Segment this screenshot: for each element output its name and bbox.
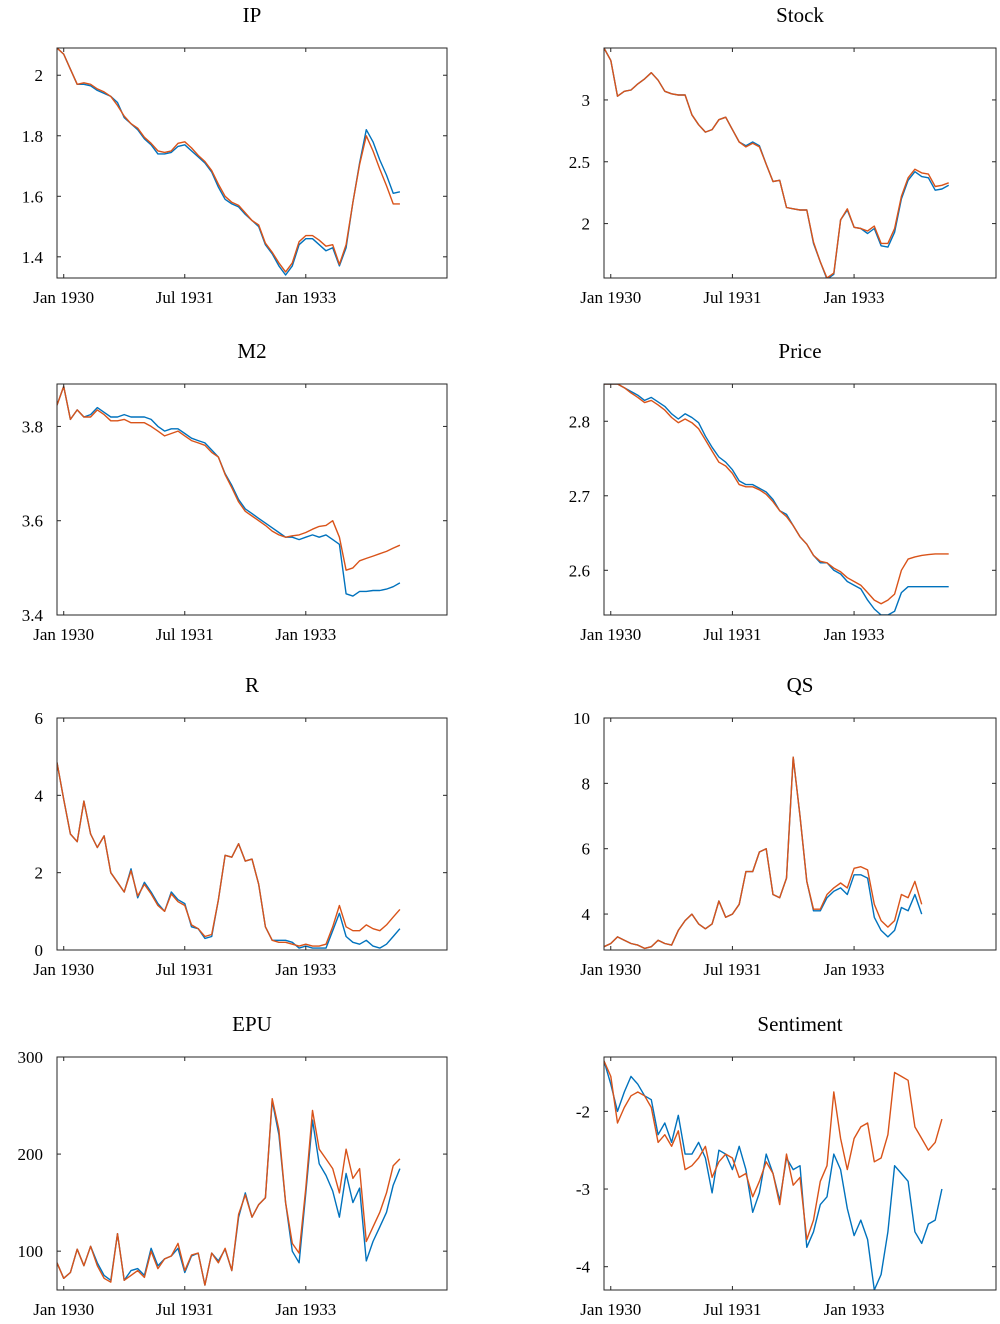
- x-tick-label: Jul 1931: [156, 288, 214, 307]
- x-tick-label: Jul 1931: [703, 1300, 761, 1319]
- series-line-1: [57, 762, 401, 949]
- y-tick-label: 3.4: [22, 606, 44, 625]
- chart-title: EPU: [232, 1012, 272, 1036]
- series-line-2: [604, 384, 949, 605]
- axes-box: [56, 383, 448, 616]
- series-line-2: [604, 756, 923, 950]
- axes-box: [56, 717, 448, 951]
- chart-panel-1: Stock 2 2.5 3 Jan 1930 Jul 1931 Jan 1933: [569, 3, 997, 307]
- axes-box: [603, 47, 997, 279]
- series-line-1: [604, 384, 949, 615]
- x-tick-label: Jan 1930: [33, 1300, 94, 1319]
- x-tick-label: Jan 1930: [33, 960, 94, 979]
- series-line-2: [57, 762, 401, 947]
- y-tick-label: 4: [35, 786, 44, 805]
- x-tick-label: Jul 1931: [703, 960, 761, 979]
- y-tick-label: 2: [35, 864, 44, 883]
- y-tick-label: 1.6: [22, 187, 43, 206]
- x-tick-label: Jul 1931: [703, 625, 761, 644]
- y-tick-label: 2.5: [569, 153, 590, 172]
- y-tick-label: 1.4: [22, 248, 44, 267]
- x-tick-label: Jan 1933: [824, 625, 885, 644]
- y-tick-label: 1.8: [22, 127, 43, 146]
- x-tick-label: Jan 1933: [824, 288, 885, 307]
- y-tick-label: 4: [582, 905, 591, 924]
- axes-box: [603, 1056, 997, 1291]
- x-tick-label: Jan 1933: [275, 288, 336, 307]
- axes-box: [603, 383, 997, 616]
- chart-panel-4: R 0 2 4 6 Jan 1930 Jul 1931 Jan 1933: [33, 673, 448, 979]
- y-tick-label: 100: [18, 1242, 44, 1261]
- x-tick-label: Jan 1933: [824, 1300, 885, 1319]
- y-tick-label: -4: [576, 1258, 591, 1277]
- chart-title: IP: [243, 3, 262, 27]
- axes-box: [56, 47, 448, 279]
- y-tick-label: 6: [582, 840, 591, 859]
- y-tick-label: 3.6: [22, 512, 43, 531]
- y-tick-label: 10: [573, 709, 590, 728]
- x-tick-label: Jan 1933: [275, 960, 336, 979]
- y-tick-label: 0: [35, 941, 44, 960]
- x-tick-label: Jan 1930: [33, 625, 94, 644]
- axes-box: [603, 717, 997, 951]
- y-tick-label: 3.8: [22, 417, 43, 436]
- axes-box: [56, 1056, 448, 1291]
- y-tick-label: -3: [576, 1180, 590, 1199]
- series-line-2: [57, 48, 400, 273]
- chart-title: M2: [237, 339, 266, 363]
- y-tick-label: 6: [35, 709, 44, 728]
- y-tick-label: 200: [18, 1145, 44, 1164]
- y-tick-label: 2.8: [569, 412, 590, 431]
- chart-panel-3: Price 2.6 2.7 2.8 Jan 1930 Jul 1931 Jan 1933: [569, 339, 997, 644]
- x-tick-label: Jan 1930: [580, 288, 641, 307]
- series-line-2: [57, 385, 401, 571]
- y-tick-label: 2.7: [569, 487, 591, 506]
- x-tick-label: Jan 1933: [275, 625, 336, 644]
- chart-panel-2: M2 3.4 3.6 3.8 Jan 1930 Jul 1931 Jan 1933: [22, 339, 448, 644]
- chart-title: Price: [778, 339, 821, 363]
- y-tick-label: 2: [582, 215, 591, 234]
- series-line-2: [604, 48, 949, 278]
- y-tick-label: 300: [18, 1048, 44, 1067]
- chart-title: R: [245, 673, 259, 697]
- chart-panel-6: EPU 100 200 300 Jan 1930 Jul 1931 Jan 1933: [18, 1012, 448, 1319]
- x-tick-label: Jul 1931: [703, 288, 761, 307]
- x-tick-label: Jul 1931: [156, 960, 214, 979]
- y-tick-label: 2: [35, 66, 44, 85]
- y-tick-label: 8: [582, 774, 591, 793]
- chart-panel-5: QS 4 6 8 10 Jan 1930 Jul 1931 Jan 1933: [573, 673, 997, 979]
- y-tick-label: 3: [582, 91, 591, 110]
- series-line-1: [57, 385, 401, 597]
- x-tick-label: Jan 1933: [275, 1300, 336, 1319]
- x-tick-label: Jul 1931: [156, 625, 214, 644]
- y-tick-label: 2.6: [569, 561, 590, 580]
- y-tick-label: -2: [576, 1102, 590, 1121]
- series-line-1: [57, 48, 401, 276]
- x-tick-label: Jan 1930: [580, 1300, 641, 1319]
- series-line-2: [57, 1097, 401, 1286]
- series-line-1: [604, 756, 923, 950]
- chart-panel-0: IP 1.4 1.6 1.8 2 Jan 1930 Jul 1931 Jan 1933: [22, 3, 448, 307]
- x-tick-label: Jan 1930: [33, 288, 94, 307]
- chart-title: Sentiment: [757, 1012, 842, 1036]
- series-line-1: [604, 48, 950, 278]
- chart-panel-7: Sentiment -4 -3 -2 Jan 1930 Jul 1931 Jan 1933: [576, 1012, 997, 1319]
- x-tick-label: Jan 1933: [824, 960, 885, 979]
- chart-title: Stock: [776, 3, 824, 27]
- series-line-2: [604, 1060, 943, 1241]
- x-tick-label: Jul 1931: [156, 1300, 214, 1319]
- x-tick-label: Jan 1930: [580, 625, 641, 644]
- chart-title: QS: [787, 673, 814, 697]
- x-tick-label: Jan 1930: [580, 960, 641, 979]
